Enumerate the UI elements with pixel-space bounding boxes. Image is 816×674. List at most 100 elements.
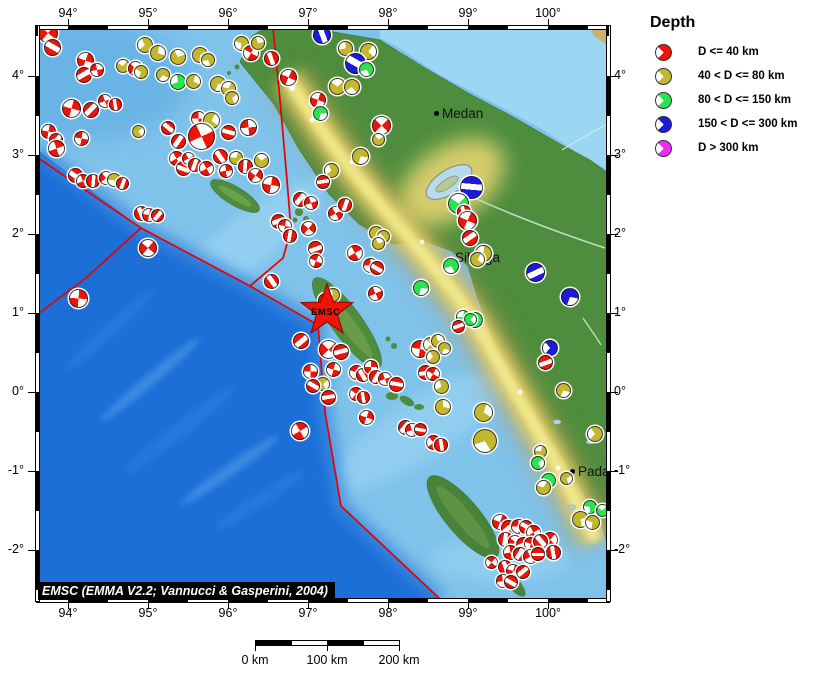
lat-label-left: -1° (7, 463, 24, 477)
beachball-r (426, 367, 440, 381)
tick-bottom (307, 602, 309, 609)
beachball-y (426, 350, 440, 364)
legend-item-label: D <= 40 km (698, 46, 759, 58)
beachball-r (61, 98, 81, 118)
beachball-r (306, 379, 320, 393)
beachball-r (279, 68, 297, 86)
beachball-r (198, 160, 214, 176)
scale-segment (255, 640, 292, 646)
lat-label-left: 1° (12, 305, 24, 319)
frame-seg-bottom (308, 599, 348, 602)
beachball-y (473, 429, 497, 453)
lon-label-top: 97° (298, 6, 318, 20)
depth-legend: Depth D <= 40 km 40 < D <= 80 km 80 < D … (650, 14, 797, 160)
frame-seg-right (607, 234, 610, 274)
beachball-y (137, 37, 153, 53)
beachball-r (320, 389, 336, 405)
beachball-r (338, 198, 352, 212)
lat-label-right: 3° (614, 147, 626, 161)
city-label-medan: Medan (442, 106, 484, 121)
frame-seg-right (607, 392, 610, 432)
beachball-green-icon (655, 91, 672, 109)
beachball-r (161, 121, 175, 135)
beachball-y (253, 152, 269, 168)
legend-title: Depth (650, 14, 696, 31)
beachball-y (555, 382, 571, 398)
frame-seg-top (308, 26, 348, 29)
beachball-r (309, 254, 323, 268)
lon-label-bottom: 96° (218, 606, 238, 620)
beachball-r (451, 319, 465, 333)
tick-left (28, 391, 35, 393)
siberut-interior (436, 485, 490, 549)
weh-island (281, 28, 293, 36)
beachball-y (559, 471, 573, 485)
frame-seg-bottom (148, 599, 188, 602)
samosir-island (435, 175, 459, 193)
beachball-g (358, 61, 374, 77)
tick-right (611, 312, 618, 314)
tick-bottom (147, 602, 149, 609)
ocean-ridge (180, 435, 280, 505)
beachball-y (185, 73, 201, 89)
ocean-deep (38, 150, 440, 599)
beachball-y (131, 124, 145, 138)
beachball-r (358, 409, 374, 425)
lat-label-left: 3° (12, 147, 24, 161)
beachball-b (561, 288, 579, 306)
beachball-y (150, 45, 166, 61)
beachball-y (584, 514, 600, 530)
beachball-r (247, 167, 263, 183)
legend-item-label: 80 < D <= 150 km (698, 94, 792, 106)
map-canvas: MedanSibolgaPadang EMSC EMSC (EMMA V2.2;… (38, 28, 608, 600)
plate-boundary-line (38, 227, 142, 315)
frame-seg-bottom (548, 599, 588, 602)
beachball-r (413, 422, 427, 436)
frame-seg-right (607, 155, 610, 195)
legend-item-shallow: D <= 40 km (650, 40, 797, 64)
beachball-r (86, 174, 100, 188)
lon-label-top: 96° (218, 6, 238, 20)
lon-label-top: 99° (458, 6, 478, 20)
frame-seg-right (607, 550, 610, 590)
islet (234, 64, 240, 70)
tick-bottom (467, 602, 469, 609)
beachball-y (351, 147, 369, 165)
beachball-y (225, 91, 239, 105)
legend-item-deep: 80 < D <= 150 km (650, 88, 797, 112)
frame-seg-top (228, 26, 268, 29)
city-dot-padang (570, 469, 575, 474)
lon-label-bottom: 97° (298, 606, 318, 620)
lat-label-right: -1° (614, 463, 631, 477)
beachball-r (356, 390, 370, 404)
star-shape (299, 282, 355, 335)
peak (289, 85, 295, 91)
lat-label-left: 0° (12, 384, 24, 398)
beachball-r (484, 555, 498, 569)
islet (385, 336, 391, 342)
beachball-y (156, 68, 170, 82)
beachball-y (371, 236, 385, 250)
star-label: EMSC (311, 307, 341, 318)
tick-top (387, 19, 389, 26)
beachball-g (312, 105, 328, 121)
frame-seg-left (36, 234, 39, 274)
tick-right (611, 154, 618, 156)
beachball-r (516, 565, 530, 579)
city-label-padang: Padang (578, 464, 608, 479)
frame-seg-left (36, 313, 39, 353)
lon-label-bottom: 94° (58, 606, 78, 620)
beachball-r (212, 148, 228, 164)
beachball-y (437, 341, 451, 355)
tick-top (467, 19, 469, 26)
beachball-blue-icon (655, 115, 672, 133)
scale-segment (291, 640, 328, 646)
beachball-r (150, 208, 164, 222)
basemap-geography (38, 28, 608, 600)
legend-item-label: D > 300 km (698, 142, 759, 154)
lat-label-left: 4° (12, 68, 24, 82)
batu-islands (399, 395, 415, 407)
beachball-y (251, 36, 265, 50)
beachball-r (304, 196, 318, 210)
beachball-r (388, 376, 404, 392)
